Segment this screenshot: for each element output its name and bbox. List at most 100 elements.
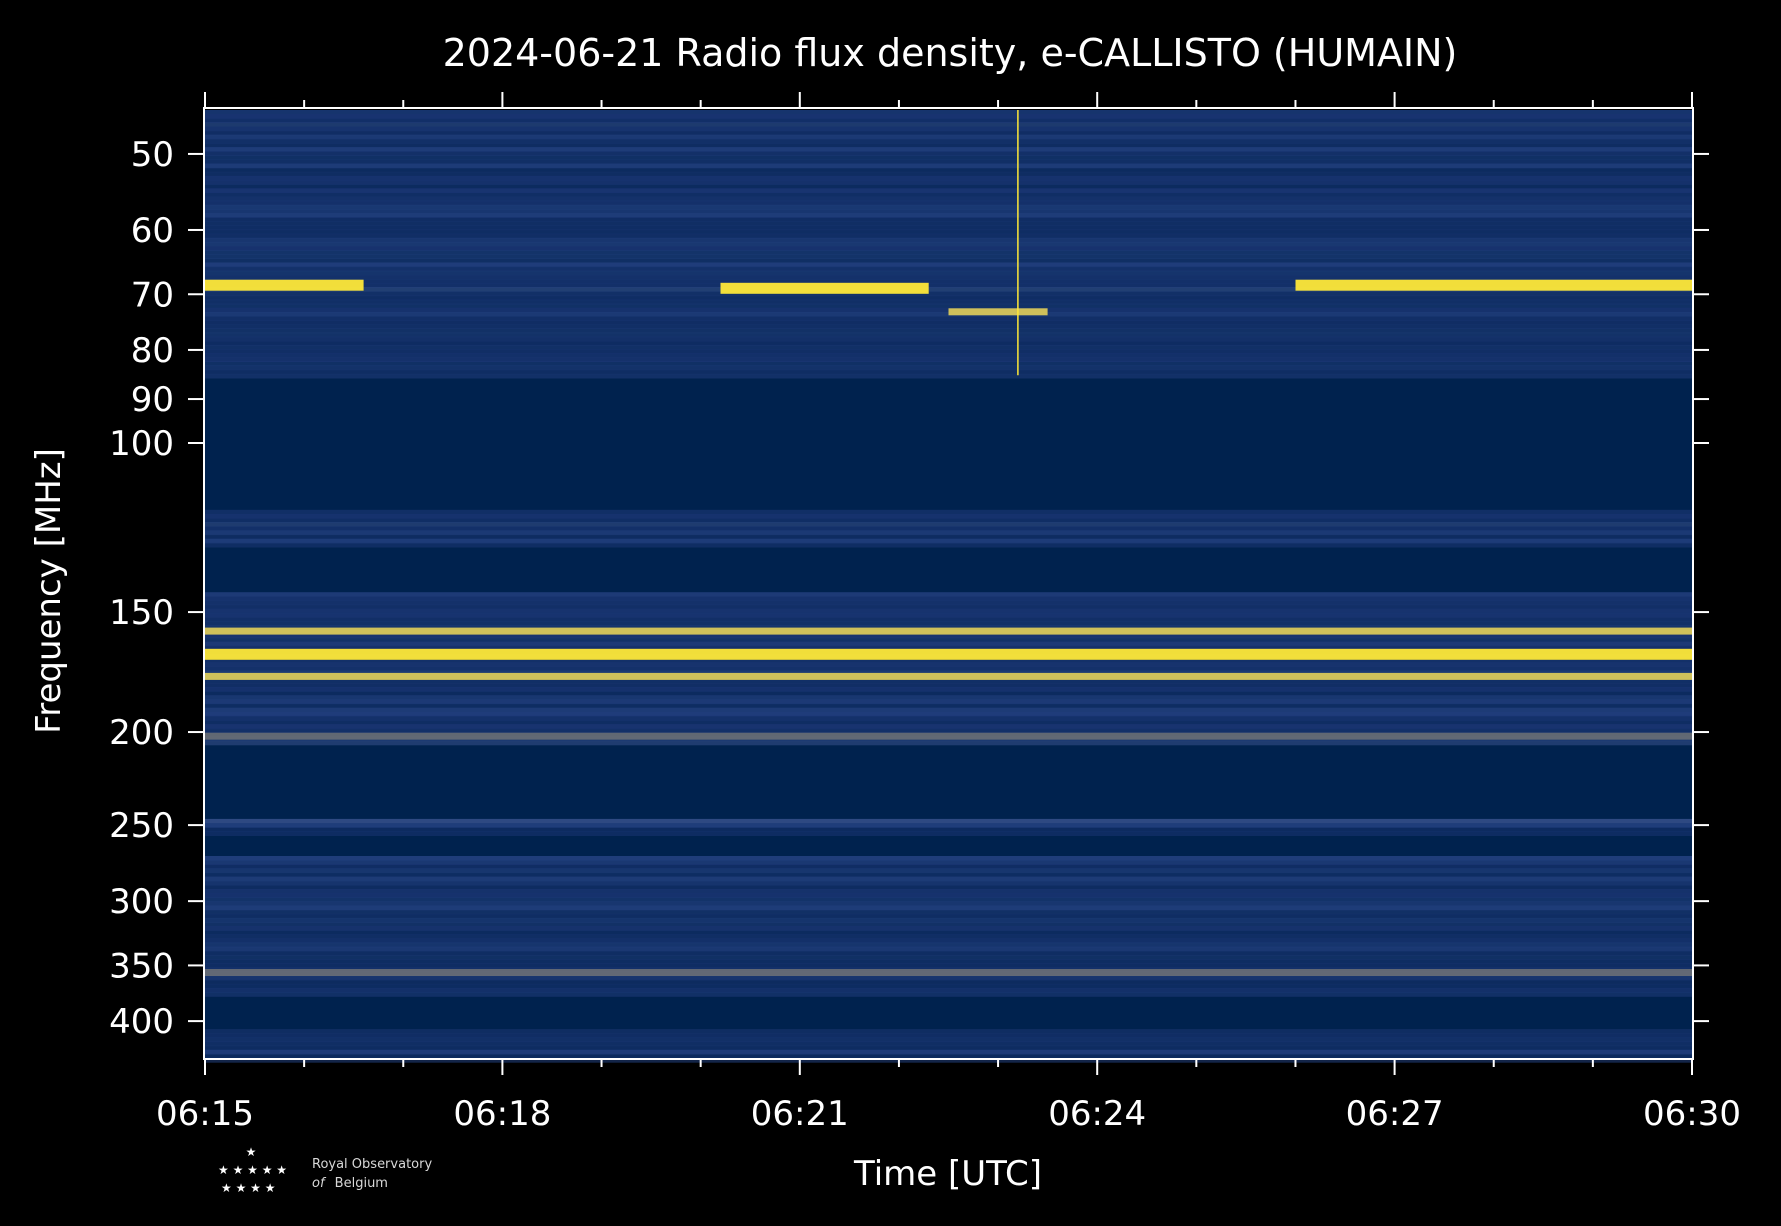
noise-channel — [205, 860, 1692, 865]
noise-channel — [205, 728, 1692, 733]
noise-channel — [205, 625, 1692, 630]
noise-channel — [205, 975, 1692, 981]
star-cluster-icon: ★ ★ ★ ★ ★ ★ ★ ★ ★ ★ — [218, 1145, 287, 1195]
spectral-features — [205, 110, 1692, 976]
noise-channel — [205, 897, 1692, 902]
noise-channel — [205, 1037, 1692, 1043]
noise-channel — [205, 884, 1692, 890]
noise-channel — [205, 1049, 1692, 1055]
noise-channel — [205, 538, 1692, 544]
noise-channel — [205, 955, 1692, 960]
noise-channel — [205, 118, 1692, 123]
noise-channel — [205, 295, 1692, 301]
noise-channel — [205, 513, 1692, 519]
noise-channel — [205, 163, 1692, 169]
noise-channel — [205, 946, 1692, 952]
noise-channel — [205, 233, 1692, 239]
noise-channel — [205, 856, 1692, 861]
noise-channel — [205, 691, 1692, 696]
emission-band — [205, 672, 1692, 680]
noise-channel — [205, 637, 1692, 643]
noise-channel — [205, 291, 1692, 297]
noise-channel — [205, 332, 1692, 338]
noise-channel — [205, 184, 1692, 189]
x-tick-label: 06:30 — [1643, 1094, 1741, 1134]
noise-channel — [205, 287, 1692, 292]
noise-channel — [205, 316, 1692, 321]
noise-channel — [205, 171, 1692, 177]
noise-channel — [205, 682, 1692, 688]
noise-channel — [205, 695, 1692, 700]
noise-channel — [205, 279, 1692, 284]
emission-band — [205, 732, 1692, 740]
noise-channel — [205, 151, 1692, 156]
noise-channel — [205, 831, 1692, 836]
y-axis-label: Frequency [MHz] — [29, 448, 69, 734]
noise-channel — [205, 217, 1692, 222]
noise-channel — [205, 983, 1692, 989]
noise-channel — [205, 262, 1692, 268]
noise-channel — [205, 715, 1692, 721]
noise-channel — [205, 270, 1692, 276]
noise-channel — [205, 110, 1692, 115]
noise-channel — [205, 596, 1692, 602]
noise-channel — [205, 720, 1692, 725]
noise-channel — [205, 922, 1692, 927]
noise-channel — [205, 208, 1692, 214]
noise-channel — [205, 823, 1692, 828]
noise-channel — [205, 373, 1692, 379]
plot-frame — [203, 107, 1694, 1060]
x-axis-ticks: 06:15 06:18 06:21 06:24 06:27 06:30 — [156, 92, 1741, 1134]
noise-channel — [205, 889, 1692, 894]
y-tick-label: 60 — [131, 211, 174, 251]
noise-channel — [205, 192, 1692, 198]
noise-channel — [205, 344, 1692, 350]
noise-channel — [205, 254, 1692, 259]
logo-line-1: Royal Observatory — [312, 1157, 432, 1172]
y-tick-label: 100 — [109, 424, 174, 464]
noise-channel — [205, 143, 1692, 148]
noise-channel — [205, 258, 1692, 264]
y-tick-label: 90 — [131, 380, 174, 420]
noise-channel — [205, 662, 1692, 667]
y-tick-label: 70 — [131, 275, 174, 315]
noise-channel — [205, 213, 1692, 218]
noise-channel — [205, 274, 1692, 280]
noise-channel — [205, 950, 1692, 956]
x-tick-label: 06:24 — [1048, 1094, 1146, 1134]
noise-channel — [205, 340, 1692, 346]
noise-channel — [205, 1058, 1692, 1063]
noise-channel — [205, 724, 1692, 729]
noise-channel — [205, 147, 1692, 152]
noise-channel — [205, 237, 1692, 243]
svg-text:★ ★ ★ ★: ★ ★ ★ ★ — [221, 1181, 275, 1195]
noise-channel — [205, 987, 1692, 993]
noise-channel — [205, 200, 1692, 206]
y-tick-label: 80 — [131, 331, 174, 371]
noise-channel — [205, 229, 1692, 235]
svg-text:★ ★ ★ ★ ★: ★ ★ ★ ★ ★ — [218, 1163, 287, 1177]
emission-band — [205, 627, 1692, 635]
noise-texture — [205, 110, 1692, 1063]
noise-channel — [205, 246, 1692, 251]
x-tick-label: 06:18 — [453, 1094, 551, 1134]
y-tick-label: 350 — [109, 946, 174, 986]
noise-channel — [205, 126, 1692, 132]
noise-channel — [205, 740, 1692, 746]
noise-channel — [205, 534, 1692, 540]
noise-channel — [205, 250, 1692, 255]
noise-channel — [205, 703, 1692, 709]
noise-channel — [205, 336, 1692, 342]
noise-channel — [205, 658, 1692, 663]
noise-channel — [205, 522, 1692, 527]
noise-channel — [205, 349, 1692, 354]
noise-channel — [205, 612, 1692, 618]
noise-channel — [205, 328, 1692, 334]
emission-band — [1295, 279, 1692, 291]
noise-channel — [205, 617, 1692, 622]
y-tick-label: 250 — [109, 806, 174, 846]
noise-channel — [205, 241, 1692, 247]
noise-channel — [205, 604, 1692, 610]
